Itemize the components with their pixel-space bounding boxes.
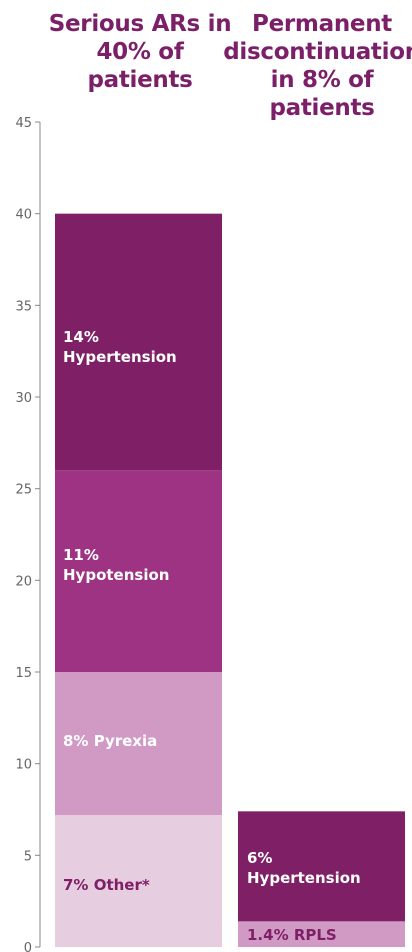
- y-tick-label: 5: [24, 849, 32, 864]
- y-tick-label: 30: [15, 391, 32, 406]
- y-tick-label: 10: [15, 758, 32, 773]
- segment-label-line: Hypotension: [63, 566, 169, 584]
- segment-label-line: Hypertension: [247, 869, 361, 887]
- segment-label: 7% Other*: [63, 876, 150, 894]
- bar-segment: [55, 470, 222, 672]
- column-title-permanent-discontinuation: Permanent discontinuation in 8% of patie…: [223, 11, 412, 121]
- segment-label-line: 11%: [63, 546, 99, 564]
- y-tick-label: 0: [24, 941, 32, 952]
- segment-label: 11% Hypotension: [63, 546, 169, 584]
- y-tick-label: 20: [15, 574, 32, 589]
- bar-segment: [55, 213, 222, 471]
- y-tick-label: 25: [15, 483, 32, 498]
- bar-segment: [55, 815, 222, 947]
- segment-label-line: 14%: [63, 328, 99, 346]
- segment-label: 14% Hypertension: [63, 328, 177, 366]
- bar-segment: [55, 672, 222, 815]
- column-title-serious-ars: Serious ARs in 40% of patients: [48, 11, 232, 93]
- segment-label-line: 6%: [247, 849, 272, 867]
- bar-segment: [238, 811, 405, 922]
- segment-label: 8% Pyrexia: [63, 732, 157, 750]
- y-tick-label: 15: [15, 666, 32, 681]
- y-tick-label: 40: [15, 208, 32, 223]
- y-tick-label: 35: [15, 299, 32, 314]
- segment-label-line: Hypertension: [63, 348, 177, 366]
- bar-segment: [238, 921, 405, 947]
- segment-label: 1.4% RPLS: [247, 926, 337, 944]
- segment-label: 6% Hypertension: [247, 849, 361, 887]
- y-tick-label: 45: [15, 116, 32, 131]
